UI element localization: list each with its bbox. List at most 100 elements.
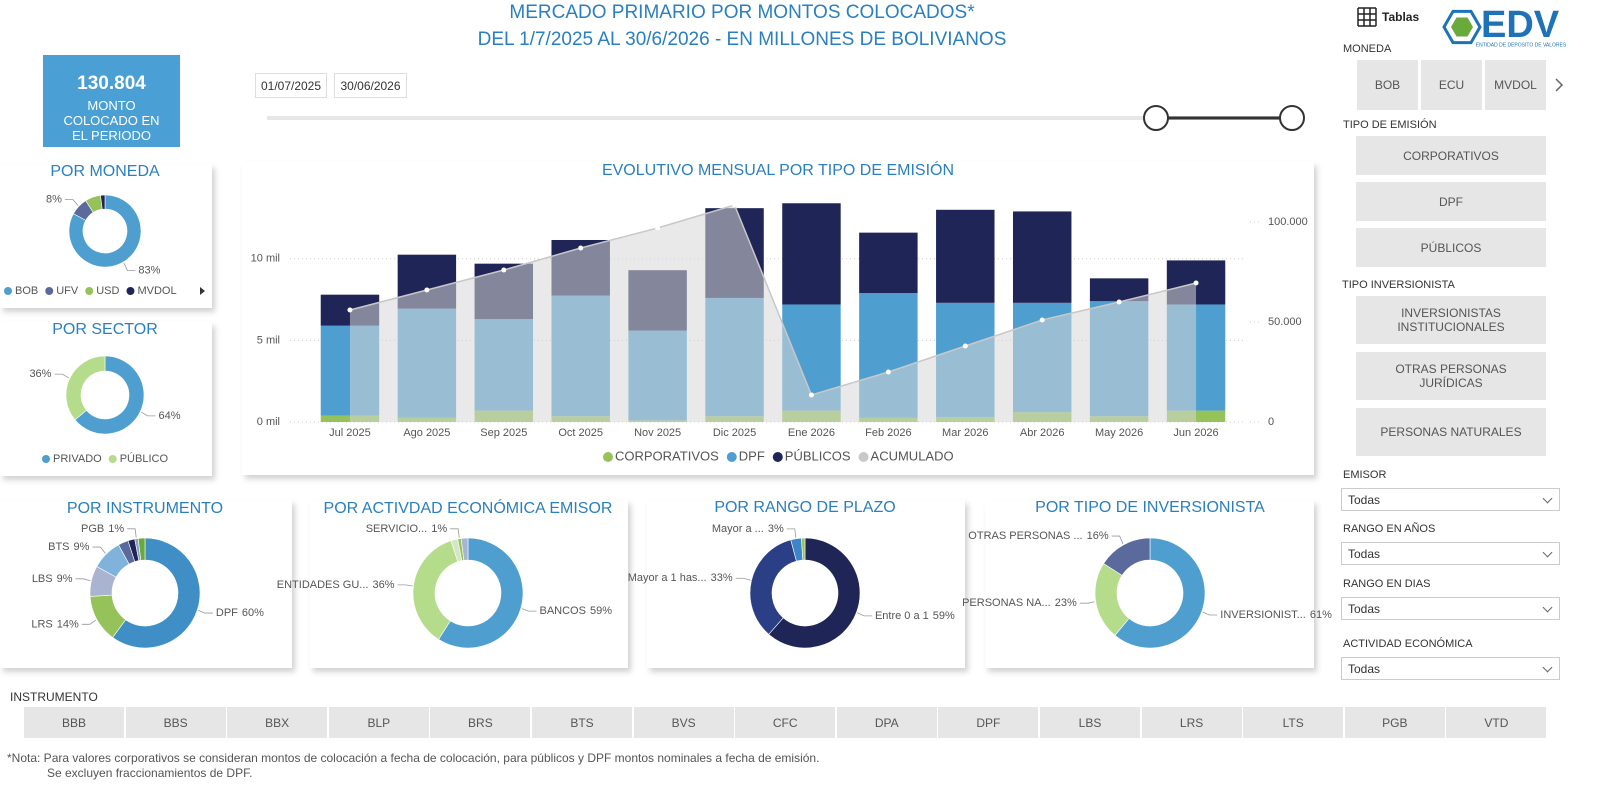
donut-slice	[412, 540, 459, 640]
legend-label: MVDOL	[137, 285, 176, 297]
data-label: Entre 0 a 1 59%	[875, 610, 955, 622]
chart-title: POR ACTIVDAD ECONÓMICA EMISOR	[324, 498, 613, 517]
slice-name: LRS	[31, 618, 52, 630]
x-tick-label: Jul 2025	[329, 427, 371, 439]
x-tick-label: Nov 2025	[634, 427, 681, 439]
dropdown[interactable]: Todas	[1341, 488, 1560, 511]
area	[349, 205, 1197, 422]
instrument-button[interactable]: VTD	[1446, 707, 1547, 738]
instrument-button[interactable]: CFC	[735, 707, 836, 738]
chart-title: POR INSTRUMENTO	[67, 500, 223, 517]
y2-tick-label: 100.000	[1268, 216, 1308, 228]
chart-title: POR RANGO DE PLAZO	[714, 499, 895, 516]
value-label: 23%	[1055, 597, 1077, 609]
donut-slice	[100, 194, 106, 210]
leader-line	[198, 609, 213, 614]
filter-button[interactable]: INVERSIONISTAS INSTITUCIONALES	[1356, 296, 1546, 344]
instrument-button[interactable]: BTS	[532, 707, 632, 738]
slice-name: SERVICIO...	[366, 523, 428, 535]
instrument-button[interactable]: BBX	[227, 707, 328, 738]
leader-line	[1202, 611, 1218, 616]
instrument-button[interactable]: LRS	[1141, 707, 1242, 738]
instrument-button[interactable]: BBB	[24, 707, 124, 738]
x-tick-label: Sep 2025	[480, 427, 527, 439]
filter-button[interactable]: OTRAS PERSONAS JURÍDICAS	[1356, 352, 1546, 400]
data-label: PERSONAS NA... 23%	[962, 597, 1077, 609]
point	[962, 343, 968, 349]
data-label: LBS 9%	[32, 573, 73, 585]
legend-scroll[interactable]	[200, 287, 205, 295]
instrument-button[interactable]: BLP	[328, 707, 429, 738]
filter-button[interactable]: CORPORATIVOS	[1356, 136, 1546, 175]
note: *Nota: Para valores corporativos se cons…	[7, 751, 820, 765]
instrument-button[interactable]: BRS	[430, 707, 531, 738]
slice-name: PERSONAS NA...	[962, 597, 1051, 609]
chart-title: EVOLUTIVO MENSUAL POR TIPO DE EMISIÓN	[602, 160, 954, 179]
filter-label: TIPO DE EMISIÓN	[1343, 119, 1437, 131]
date-end[interactable]: 30/06/2026	[334, 73, 407, 98]
value-label: 14%	[57, 618, 79, 630]
leader-line	[1111, 535, 1124, 545]
leader-line	[92, 546, 106, 554]
filter-button[interactable]: MVDOL	[1485, 60, 1546, 110]
dropdown-label: RANGO EN DIAS	[1343, 578, 1431, 590]
instrument-button[interactable]: LTS	[1243, 707, 1344, 738]
panel	[0, 322, 212, 476]
slice-name: Entre 0 a 1	[875, 610, 929, 622]
instrument-button[interactable]: LBS	[1040, 707, 1140, 738]
slider-handle[interactable]	[1143, 105, 1169, 131]
point	[655, 225, 661, 231]
value-label: 1%	[108, 523, 124, 535]
instrument-button[interactable]: BVS	[633, 707, 734, 738]
header-subtitle: DEL 1/7/2025 AL 30/6/2026 - EN MILLONES …	[477, 29, 1007, 50]
leader-line	[140, 411, 156, 417]
x-tick-label: May 2026	[1095, 427, 1143, 439]
filter-button[interactable]: ECU	[1421, 60, 1482, 110]
filter-button[interactable]: PERSONAS NATURALES	[1356, 408, 1546, 456]
slice-name: BANCOS	[539, 605, 585, 617]
bar	[859, 232, 918, 294]
legend-marker	[772, 452, 783, 462]
legend-marker	[4, 287, 12, 295]
kpi-value: 130.804	[77, 73, 146, 94]
donut-slice	[1114, 537, 1206, 649]
instrument-button[interactable]: DPF	[938, 707, 1039, 738]
legend-marker	[726, 452, 737, 462]
date-start[interactable]: 01/07/2025	[255, 73, 327, 98]
donut-slice	[801, 537, 806, 561]
legend-marker	[126, 287, 135, 295]
dropdown[interactable]: Todas	[1341, 657, 1560, 680]
donut-slice	[749, 539, 797, 635]
tables-button[interactable]: Tablas	[1382, 10, 1419, 24]
instrument-button[interactable]: PGB	[1344, 707, 1445, 738]
point	[578, 245, 584, 251]
dropdown-label: RANGO EN AÑOS	[1343, 523, 1436, 535]
value-label: 33%	[711, 572, 733, 584]
x-tick-label: Abr 2026	[1020, 427, 1065, 439]
filter-button[interactable]: BOB	[1357, 60, 1418, 110]
leader-line	[397, 584, 413, 587]
donut-slice	[112, 537, 201, 649]
x-tick-label: Dic 2025	[713, 427, 756, 439]
dropdown[interactable]: Todas	[1341, 597, 1560, 620]
dropdown[interactable]: Todas	[1341, 542, 1560, 565]
slider-handle[interactable]	[1279, 105, 1305, 131]
scroll-arrow[interactable]	[1555, 78, 1564, 92]
legend-marker	[603, 452, 613, 462]
filter-button[interactable]: PÚBLICOS	[1356, 228, 1546, 267]
donut-slice	[1103, 537, 1151, 576]
instrument-button[interactable]: DPA	[836, 707, 937, 738]
data-label: 83%	[138, 265, 160, 277]
value-label: 3%	[768, 523, 784, 535]
leader-line	[1079, 601, 1095, 604]
value-label: 36%	[372, 579, 394, 591]
data-label: DPF 60%	[216, 607, 264, 619]
filter-button[interactable]: DPF	[1356, 182, 1546, 221]
value-label: 83%	[138, 265, 160, 277]
value-label: 36%	[29, 368, 51, 380]
logo-mark	[1451, 17, 1473, 37]
y-tick-label: 10 mil	[251, 253, 280, 265]
x-tick-label: Ene 2026	[788, 427, 835, 439]
instrument-button[interactable]: BBS	[125, 707, 226, 738]
point	[732, 202, 738, 208]
